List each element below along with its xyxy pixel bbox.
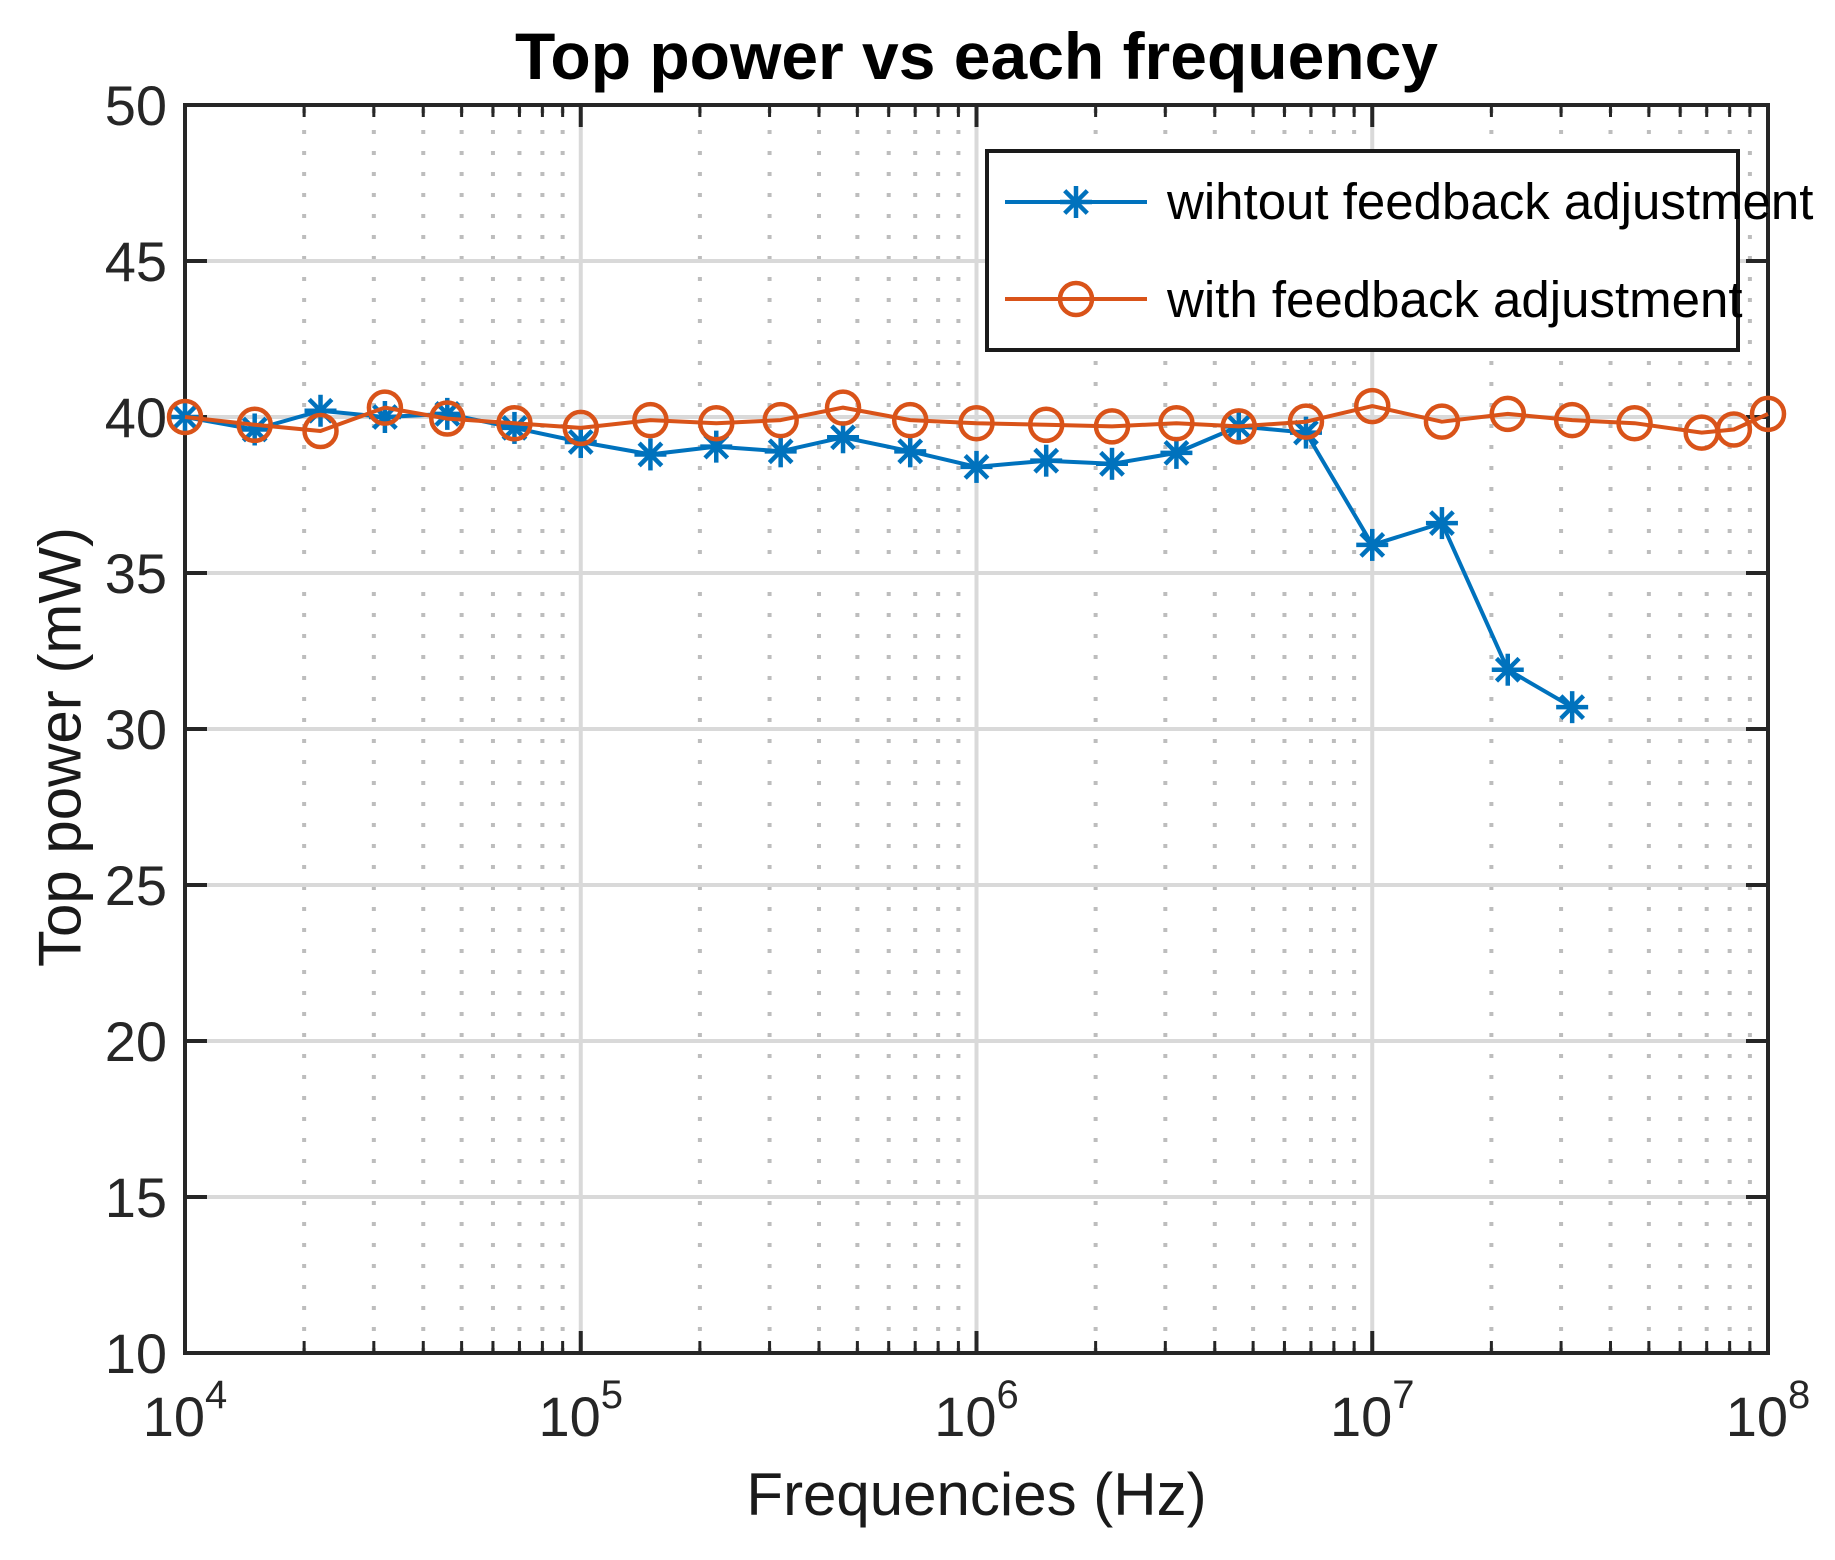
y-tick-label: 50 [105, 74, 167, 137]
x-tick-label: 107 [1330, 1373, 1415, 1448]
legend-sample-asterisk-icon [1005, 185, 1147, 218]
series-without-feedback [169, 394, 1589, 724]
x-axis-label: Frequencies (Hz) [746, 1461, 1207, 1528]
y-tick-label: 40 [105, 386, 167, 449]
x-tick-label: 105 [538, 1373, 623, 1448]
y-tick-label: 10 [105, 1322, 167, 1385]
legend-row-without-feedback: wihtout feedback adjustment [989, 153, 1813, 251]
series-line [184, 408, 1574, 709]
legend-label-with-feedback: with feedback adjustment [1167, 270, 1743, 328]
legend: wihtout feedback adjustment with feedbac… [985, 149, 1813, 352]
x-tick-labels: 104 105 106 107 108 [143, 1373, 1811, 1448]
chart-title: Top power vs each frequency [514, 19, 1439, 93]
minor-ticks [302, 105, 1752, 1353]
y-tick-label: 25 [105, 854, 167, 917]
legend-sample-circle-icon [1005, 281, 1147, 318]
series-line [184, 404, 1769, 435]
y-tick-label: 30 [105, 698, 167, 761]
major-ticks [183, 103, 1770, 1355]
y-tick-label: 35 [105, 542, 167, 605]
x-tick-label: 104 [143, 1373, 228, 1448]
x-tick-label: 108 [1726, 1373, 1811, 1448]
legend-sample-marker [1060, 185, 1092, 218]
series-with-feedback [166, 387, 1787, 451]
y-tick-label: 20 [105, 1010, 167, 1073]
legend-row-with-feedback: with feedback adjustment [989, 251, 1743, 349]
y-tick-label: 45 [105, 230, 167, 293]
y-axis-label: Top power (mW) [26, 526, 94, 968]
y-tick-label: 15 [105, 1166, 167, 1229]
y-tick-labels: 10 15 20 25 30 35 40 45 50 [105, 74, 167, 1385]
legend-label-without-feedback: wihtout feedback adjustment [1167, 173, 1814, 231]
x-tick-label: 106 [934, 1373, 1019, 1448]
series-markers [166, 387, 1787, 451]
legend-sample-marker [1057, 281, 1095, 318]
